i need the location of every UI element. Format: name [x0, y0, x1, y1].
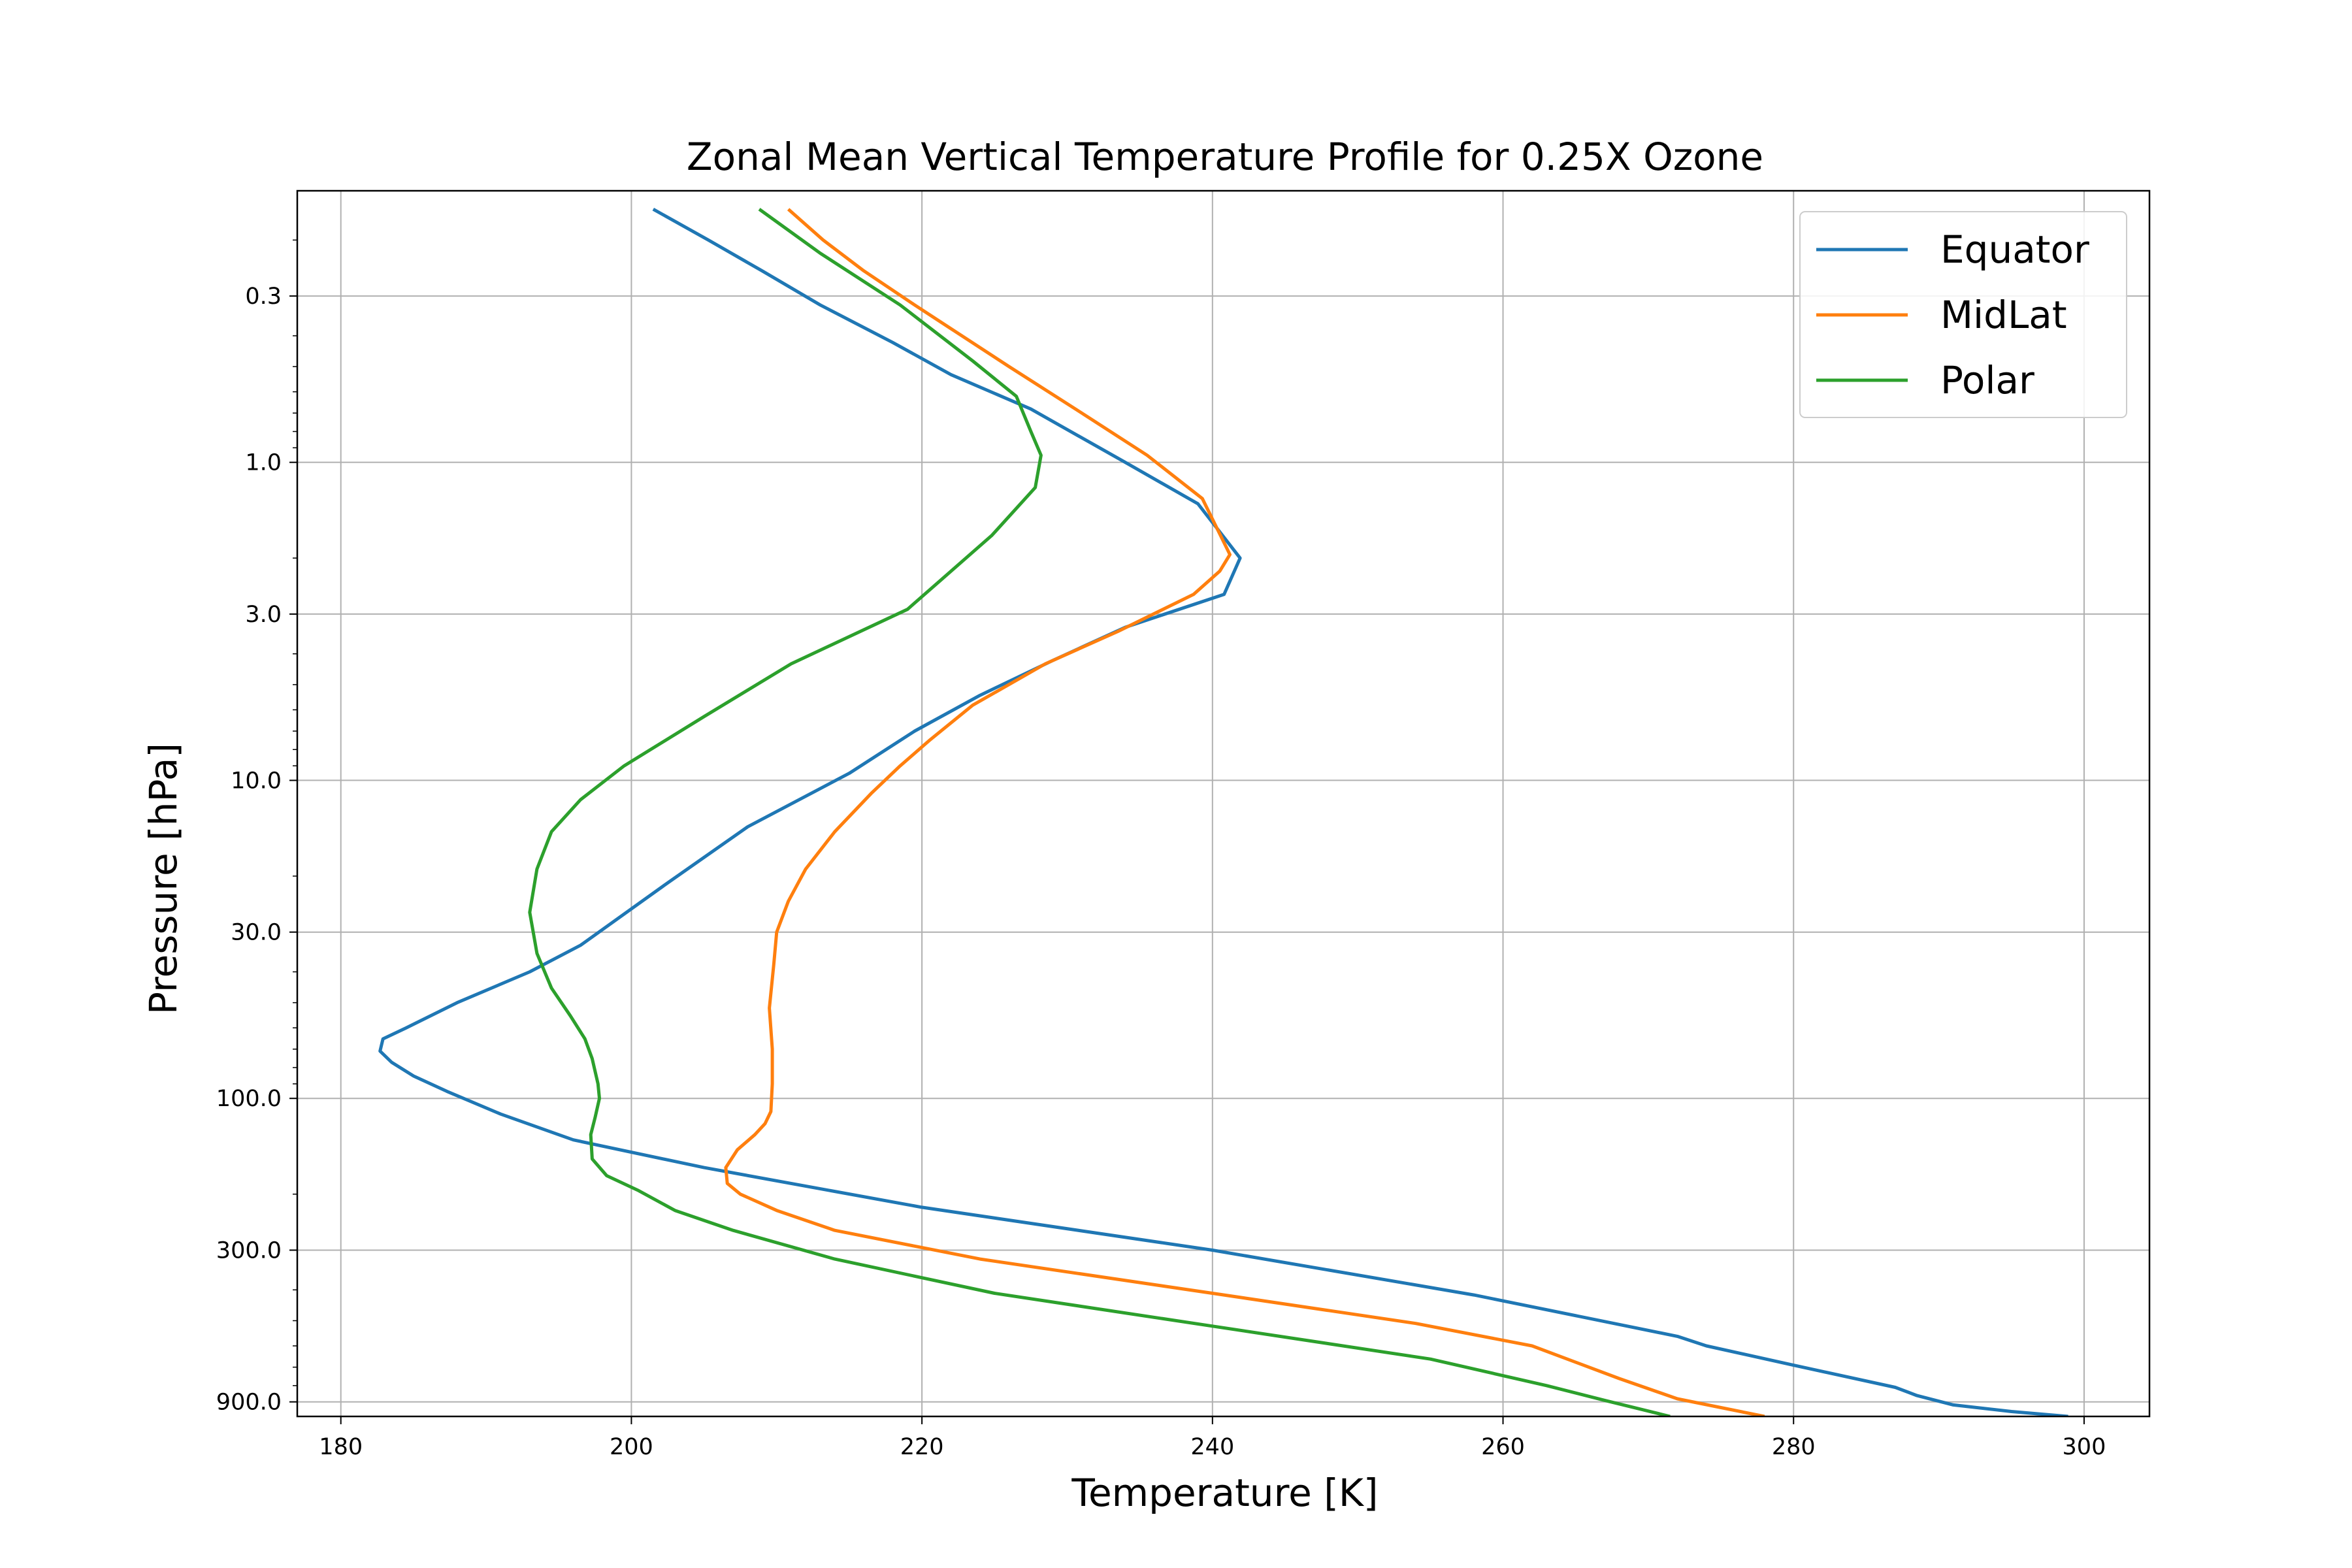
x-tick-label: 300: [2063, 1434, 2106, 1460]
y-tick-label: 300.0: [216, 1237, 282, 1264]
x-tick-label: 200: [610, 1434, 653, 1460]
y-axis-label: Pressure [hPa]: [141, 743, 186, 1015]
legend-box: [1799, 211, 2127, 418]
y-tick-label: 10.0: [231, 768, 282, 794]
series-layer: [378, 208, 2068, 1416]
legend: Equator MidLat Polar: [1799, 211, 2127, 418]
x-tick-label: 220: [900, 1434, 944, 1460]
x-axis-label: Temperature [K]: [1071, 1471, 1378, 1515]
x-tick-label: 180: [319, 1434, 363, 1460]
legend-label-equator: Equator: [1940, 227, 2089, 272]
series-line-polar: [528, 208, 1671, 1416]
series-line-midlat: [724, 208, 1765, 1416]
y-tick-label: 3.0: [245, 602, 282, 628]
x-tick-label: 260: [1481, 1434, 1525, 1460]
y-tick-label: 100.0: [216, 1086, 282, 1112]
grid: [297, 191, 2149, 1416]
y-tick-label: 0.3: [245, 284, 282, 310]
x-tick-label: 280: [1772, 1434, 1816, 1460]
y-tick-label: 1.0: [245, 450, 282, 476]
ticks: 180 200 220 240 260 280 300 0.3 1.0 3.0 10.0 30.0 10…: [216, 239, 2106, 1460]
legend-label-midlat: MidLat: [1940, 293, 2067, 337]
plot-frame: [296, 189, 2151, 1418]
chart-title: Zonal Mean Vertical Temperature Profile …: [687, 135, 1763, 179]
series-line-equator: [378, 208, 2068, 1416]
y-tick-label: 30.0: [231, 920, 282, 946]
x-tick-label: 240: [1190, 1434, 1234, 1460]
y-tick-label: 900.0: [216, 1390, 282, 1416]
legend-label-polar: Polar: [1940, 358, 2034, 402]
